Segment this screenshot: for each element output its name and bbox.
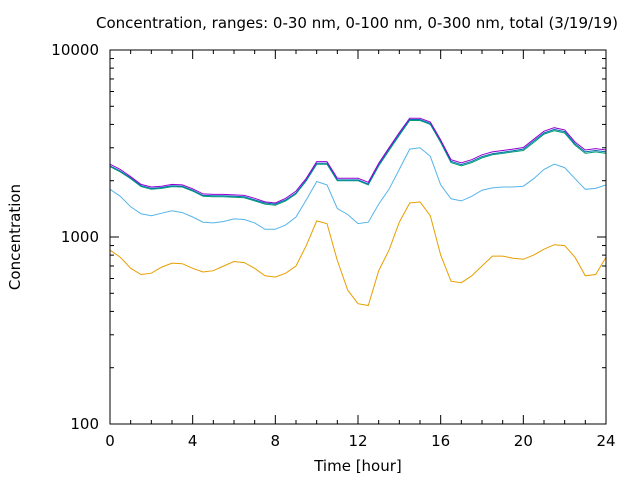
x-tick-label: 4 bbox=[188, 432, 198, 450]
x-axis-title: Time [hour] bbox=[313, 457, 402, 475]
y-tick-label: 100 bbox=[70, 415, 99, 433]
x-tick-label: 24 bbox=[596, 432, 615, 450]
series-line-4 bbox=[109, 119, 607, 205]
x-tick-label: 8 bbox=[271, 432, 281, 450]
ticks-layer: 0 4 8 12 16 20 24 100 1000 10000 bbox=[51, 41, 615, 450]
y-tick-label: 10000 bbox=[51, 41, 99, 59]
x-tick-label: 16 bbox=[431, 432, 450, 450]
x-tick-label: 20 bbox=[514, 432, 533, 450]
y-tick-label: 1000 bbox=[61, 228, 99, 246]
series-line-5 bbox=[109, 117, 607, 204]
series-line-1 bbox=[109, 201, 607, 307]
plot-frame bbox=[109, 49, 607, 425]
x-tick-label: 12 bbox=[348, 432, 367, 450]
y-axis-title: Concentration bbox=[6, 184, 24, 290]
chart-title: Concentration, ranges: 0-30 nm, 0-100 nm… bbox=[96, 14, 618, 32]
x-tick-label: 0 bbox=[105, 432, 115, 450]
series-line-2 bbox=[109, 147, 607, 230]
series-line-3 bbox=[109, 120, 607, 206]
series-layer bbox=[109, 117, 607, 307]
